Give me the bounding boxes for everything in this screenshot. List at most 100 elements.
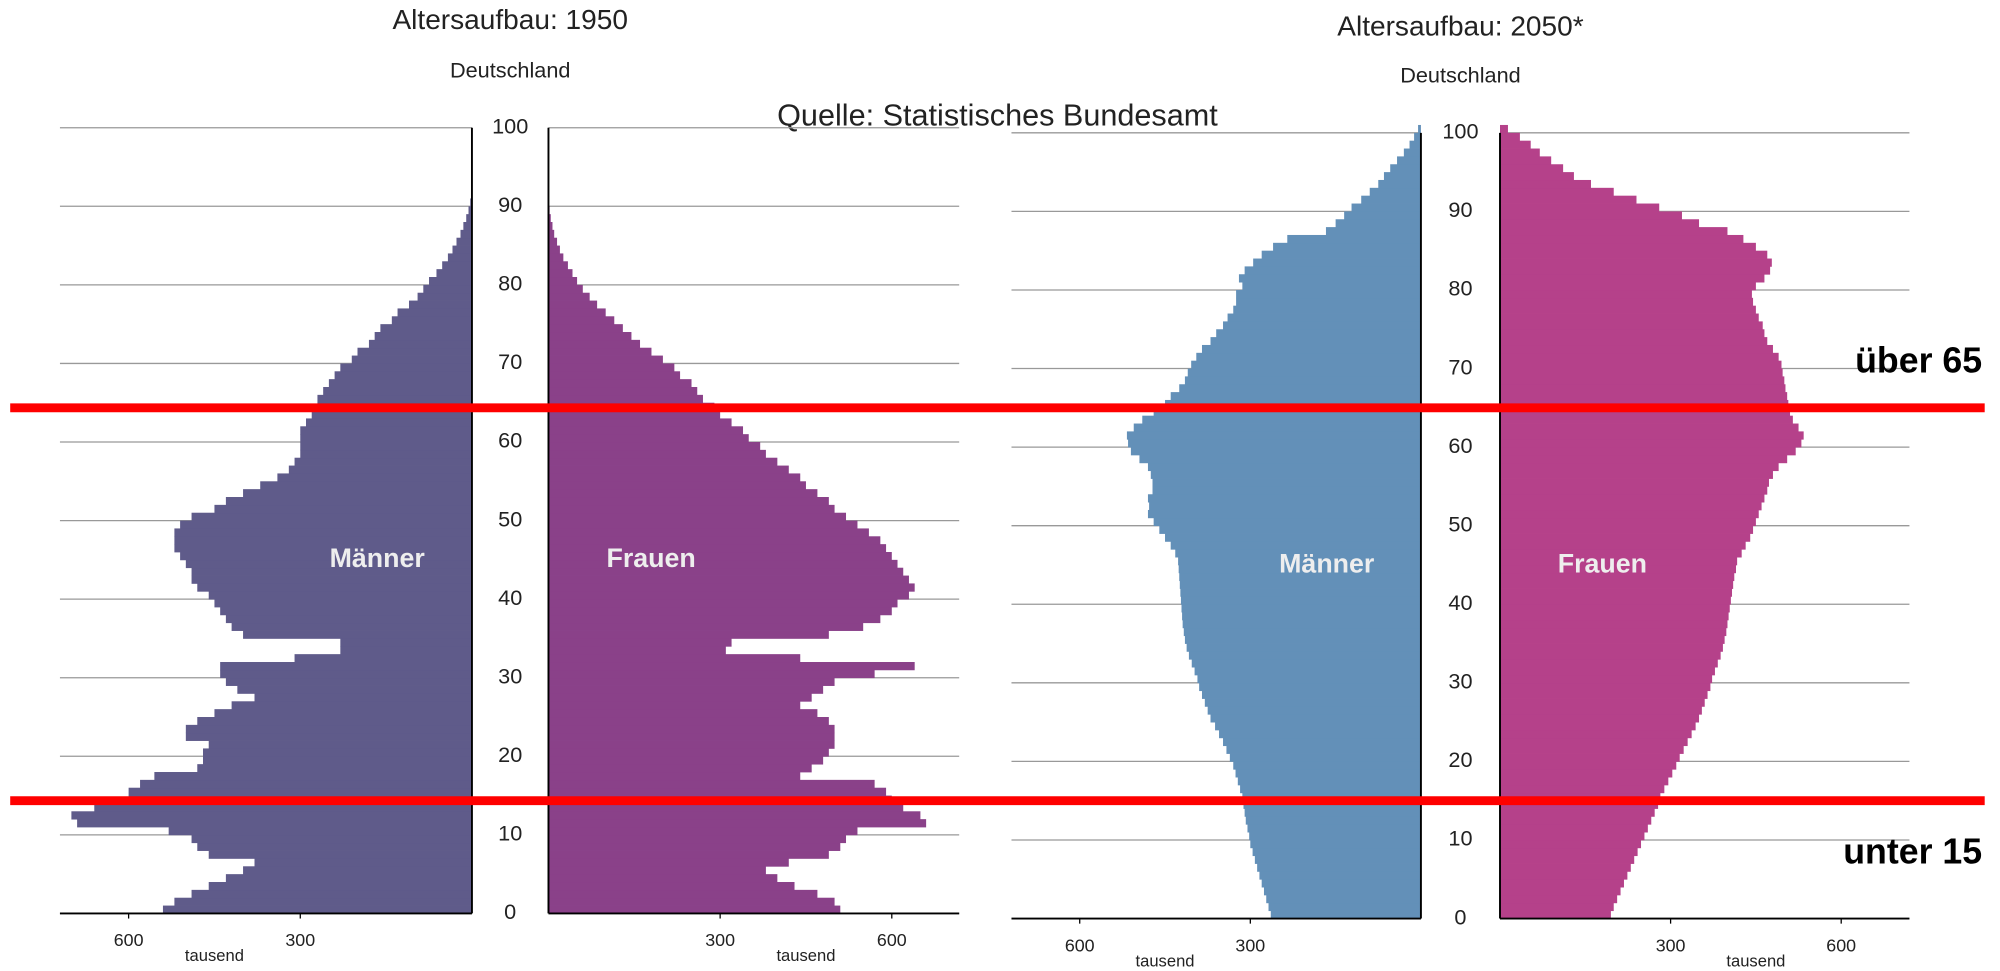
- bar: [162, 905, 472, 914]
- bar: [1500, 447, 1796, 456]
- bar: [340, 363, 472, 372]
- bar: [220, 607, 472, 616]
- bar: [1500, 635, 1725, 644]
- bar: [1500, 557, 1738, 566]
- bar: [1196, 352, 1421, 362]
- bar: [417, 292, 472, 301]
- bar: [1500, 305, 1756, 314]
- bar: [71, 811, 472, 820]
- bar: [548, 685, 824, 694]
- bar: [1418, 124, 1421, 134]
- bar: [197, 583, 472, 592]
- bar: [1500, 894, 1618, 904]
- bar: [1351, 203, 1421, 212]
- bar: [548, 866, 766, 875]
- bar: [548, 677, 835, 686]
- bar: [300, 449, 472, 459]
- legend-label: Männer: [1279, 548, 1375, 578]
- bar: [1500, 297, 1754, 307]
- bar: [323, 387, 472, 396]
- bar: [1236, 289, 1421, 299]
- bar: [1252, 847, 1421, 857]
- bar: [1153, 517, 1421, 527]
- bar: [1500, 847, 1638, 857]
- bar: [1500, 698, 1705, 707]
- bar: [1500, 533, 1751, 542]
- bar: [1500, 124, 1508, 134]
- y-tick-label: 50: [1448, 511, 1472, 536]
- bar: [174, 536, 472, 545]
- x-tick-label: 300: [705, 930, 735, 950]
- bar: [128, 787, 472, 796]
- bar: [191, 575, 472, 584]
- bar: [1500, 517, 1756, 527]
- bar: [548, 897, 835, 906]
- bar: [1500, 627, 1727, 637]
- bar: [288, 465, 472, 474]
- bar: [548, 332, 632, 341]
- bar: [1242, 282, 1421, 291]
- bar: [1500, 902, 1614, 912]
- bar: [548, 339, 641, 349]
- chart-subtitle: Deutschland: [450, 57, 570, 82]
- bar: [300, 434, 472, 443]
- bar: [1261, 879, 1421, 888]
- bar: [203, 756, 472, 765]
- bar: [357, 347, 472, 356]
- bar: [548, 457, 778, 466]
- bar: [1180, 596, 1421, 605]
- bar: [548, 724, 835, 734]
- bar: [191, 889, 472, 899]
- x-tick-label: 300: [1235, 935, 1265, 955]
- bar: [1500, 258, 1772, 267]
- bar: [1210, 714, 1421, 723]
- bar: [1210, 337, 1421, 346]
- y-tick-label: 100: [1442, 119, 1478, 144]
- bar: [214, 504, 472, 514]
- y-tick-label: 10: [498, 821, 522, 846]
- bar: [1238, 274, 1421, 283]
- source: Quelle: Statistisches Bundesamt: [777, 99, 1218, 133]
- bar: [548, 277, 578, 286]
- bar: [1500, 289, 1752, 299]
- bar: [1500, 690, 1708, 699]
- bar: [1130, 447, 1421, 456]
- bar: [548, 669, 875, 679]
- bar: [191, 834, 472, 844]
- bar: [548, 874, 778, 883]
- y-tick-label: 0: [504, 899, 516, 924]
- bar: [1409, 140, 1421, 149]
- bar: [185, 559, 472, 569]
- bar: [1500, 384, 1786, 393]
- bar: [300, 426, 472, 435]
- bar: [1500, 454, 1788, 464]
- bar: [1335, 219, 1421, 228]
- bar: [77, 819, 472, 828]
- bar: [548, 284, 583, 294]
- bar: [1500, 234, 1744, 244]
- y-tick-label: 80: [1448, 276, 1472, 301]
- bar: [1500, 564, 1736, 574]
- bar: [1500, 478, 1769, 487]
- x-tick-label: 600: [114, 930, 144, 950]
- bar: [548, 717, 829, 726]
- bar: [1325, 227, 1421, 236]
- bar: [548, 292, 590, 301]
- bar: [1500, 509, 1759, 519]
- bar: [548, 858, 789, 867]
- bar: [466, 214, 472, 223]
- bar: [1500, 816, 1652, 825]
- bar: [1500, 266, 1771, 275]
- y-tick-label: 40: [1448, 590, 1472, 615]
- bar: [1383, 172, 1421, 181]
- highlight-label: unter 15: [1843, 832, 1982, 872]
- bar: [191, 567, 472, 576]
- bar: [548, 528, 869, 537]
- bar: [1500, 753, 1680, 762]
- bar: [1500, 282, 1756, 291]
- bar: [1500, 682, 1711, 692]
- bar: [1500, 431, 1804, 440]
- bar: [174, 528, 472, 537]
- legend-label: Männer: [330, 543, 426, 573]
- bar: [351, 355, 472, 364]
